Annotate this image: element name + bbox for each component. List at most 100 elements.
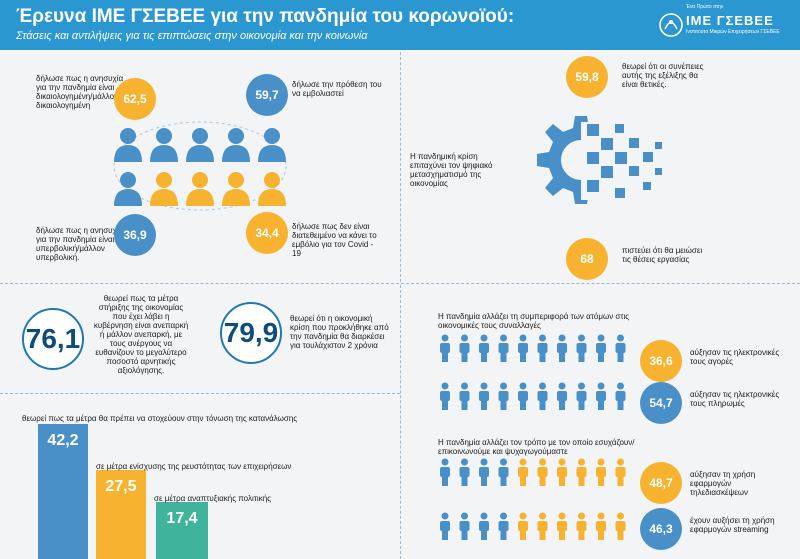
panel-heading: Η πανδημία αλλάζει τη συμπεριφορά των ατ… xyxy=(438,312,630,330)
bar-liquidity: 27,5 xyxy=(96,470,146,559)
person-icon xyxy=(479,382,489,410)
stat-value-circle: 59,8 xyxy=(566,56,608,98)
person-icon xyxy=(498,334,509,362)
stat-text: αύξησαν τη χρήση εφαρμογών τηλεδιασκέψεω… xyxy=(690,470,756,497)
stat-text: αύξησαν τις ηλεκτρονικές τους πληρωμές xyxy=(690,390,780,408)
person-icon xyxy=(576,458,587,486)
logo: Ένα Πρώτο στην ΙΜΕ ΓΣΕΒΕΕ Ινστιτούτο Μικ… xyxy=(658,4,798,46)
stat-text: δήλωσε πως η ανησυχία για την πανδημία ε… xyxy=(36,226,124,262)
person-icon xyxy=(186,172,214,206)
person-icon xyxy=(114,172,142,206)
stat-text: Η πανδημική κρίση επιταχύνει τον ψηφιακό… xyxy=(410,152,493,188)
logo-small-text: Ένα Πρώτο στην xyxy=(686,4,724,10)
person-icon xyxy=(479,512,489,540)
person-icon xyxy=(596,334,606,362)
person-icon xyxy=(498,512,509,540)
person-icon xyxy=(518,512,528,540)
divider xyxy=(0,283,800,284)
person-icon xyxy=(518,382,528,410)
stat-text: αύξησαν τις ηλεκτρονικές τους αγορές xyxy=(690,348,780,366)
person-icon xyxy=(615,458,626,486)
person-icon xyxy=(440,512,450,540)
person-icon xyxy=(557,334,567,362)
stat-value-circle: 48,7 xyxy=(640,462,682,504)
person-icon xyxy=(576,382,587,410)
person-icon xyxy=(440,334,450,362)
divider xyxy=(400,52,401,282)
person-icon xyxy=(222,172,250,206)
person-icon xyxy=(576,334,587,362)
stat-text: θεωρεί πως τα μέτρα στήριξης της οικονομ… xyxy=(93,294,189,375)
person-icon xyxy=(114,128,142,162)
people-row-icon xyxy=(440,334,626,362)
person-icon xyxy=(479,334,489,362)
stat-text: έχουν αυξήσει τη χρήση εφαρμογών streami… xyxy=(690,516,775,534)
panel-heading: θεωρεί πως τα μέτρα θα πρέπει να στοχεύο… xyxy=(22,414,298,423)
person-icon xyxy=(459,458,470,486)
page-subtitle: Στάσεις και αντιλήψεις για τις επιπτώσει… xyxy=(16,30,368,42)
people-row-icon xyxy=(440,382,626,410)
person-icon xyxy=(222,128,250,162)
logo-tagline: Ινστιτούτο Μικρών Επιχειρήσεων ΓΣΕΒΕΕ xyxy=(686,29,780,35)
person-icon xyxy=(557,382,567,410)
stat-value-circle: 34,4 xyxy=(246,212,288,254)
person-icon xyxy=(459,512,470,540)
gear-icon xyxy=(537,116,662,204)
person-icon xyxy=(557,512,567,540)
stat-value-circle: 79,9 xyxy=(220,302,282,364)
logo-icon xyxy=(659,13,683,37)
person-icon xyxy=(596,382,606,410)
bar-label: σε μέτρα αναπτυξιακής πολιτικής xyxy=(154,494,271,503)
person-icon xyxy=(596,512,606,540)
bar-development: 17,4 xyxy=(156,502,208,559)
stat-text: θεωρεί ότι οι συνέπειες αυτής της εξέλιξ… xyxy=(622,62,704,89)
person-icon xyxy=(615,334,626,362)
person-icon xyxy=(258,172,286,206)
person-icon xyxy=(537,334,548,362)
person-icon xyxy=(596,458,606,486)
person-icon xyxy=(150,128,178,162)
logo-name: ΙΜΕ ΓΣΕΒΕΕ xyxy=(686,13,774,28)
person-icon xyxy=(615,512,626,540)
person-icon xyxy=(498,458,509,486)
divider xyxy=(0,393,400,394)
person-icon xyxy=(537,512,548,540)
stat-text: δήλωσε την πρόθεση του να εμβολιαστεί xyxy=(292,80,382,98)
stat-value-circle: 54,7 xyxy=(640,382,682,424)
bar-label: σε μέτρα ενίσχυσης της ρευστότητας των ε… xyxy=(96,462,292,471)
person-icon xyxy=(258,128,286,162)
person-icon xyxy=(459,334,470,362)
stat-value-circle: 62,5 xyxy=(114,78,156,120)
person-icon xyxy=(518,334,528,362)
person-icon xyxy=(459,382,470,410)
person-icon xyxy=(537,458,548,486)
page-title: Έρευνα ΙΜΕ ΓΣΕΒΕΕ για την πανδημία του κ… xyxy=(16,6,515,27)
divider xyxy=(400,285,401,559)
bar-consumption: 42,2 xyxy=(38,424,88,559)
stat-value-circle: 68 xyxy=(566,238,608,280)
person-icon xyxy=(518,458,528,486)
person-icon xyxy=(615,382,626,410)
people-row-icon xyxy=(440,458,626,486)
person-icon xyxy=(498,382,509,410)
person-icon xyxy=(150,172,178,206)
stat-value-circle: 36,9 xyxy=(114,214,156,256)
person-icon xyxy=(576,512,587,540)
stat-value-circle: 59,7 xyxy=(246,74,288,116)
person-icon xyxy=(537,382,548,410)
stat-value-circle: 76,1 xyxy=(22,308,84,370)
person-icon xyxy=(479,458,489,486)
panel-heading: Η πανδημία αλλάζει τον τρόπο με τον οποί… xyxy=(438,438,635,456)
stat-value-circle: 46,3 xyxy=(640,508,682,550)
person-icon xyxy=(186,128,214,162)
people-row-icon xyxy=(440,512,626,540)
stat-value-circle: 36,6 xyxy=(640,340,682,382)
stat-text: θεωρεί ότι η οικονομική κρίση που προκλή… xyxy=(290,314,389,350)
stat-text: δήλωσε πως η ανησυχία για την πανδημία ε… xyxy=(36,74,124,110)
person-icon xyxy=(440,458,450,486)
stat-text: δήλωσε πως δεν είναι διατεθειμένο να κάν… xyxy=(292,222,377,258)
stat-text: πιστεύει ότι θα μειώσει τις θέσεις εργασ… xyxy=(622,246,703,264)
person-icon xyxy=(440,382,450,410)
people-group-icon xyxy=(113,121,287,211)
person-icon xyxy=(557,458,567,486)
